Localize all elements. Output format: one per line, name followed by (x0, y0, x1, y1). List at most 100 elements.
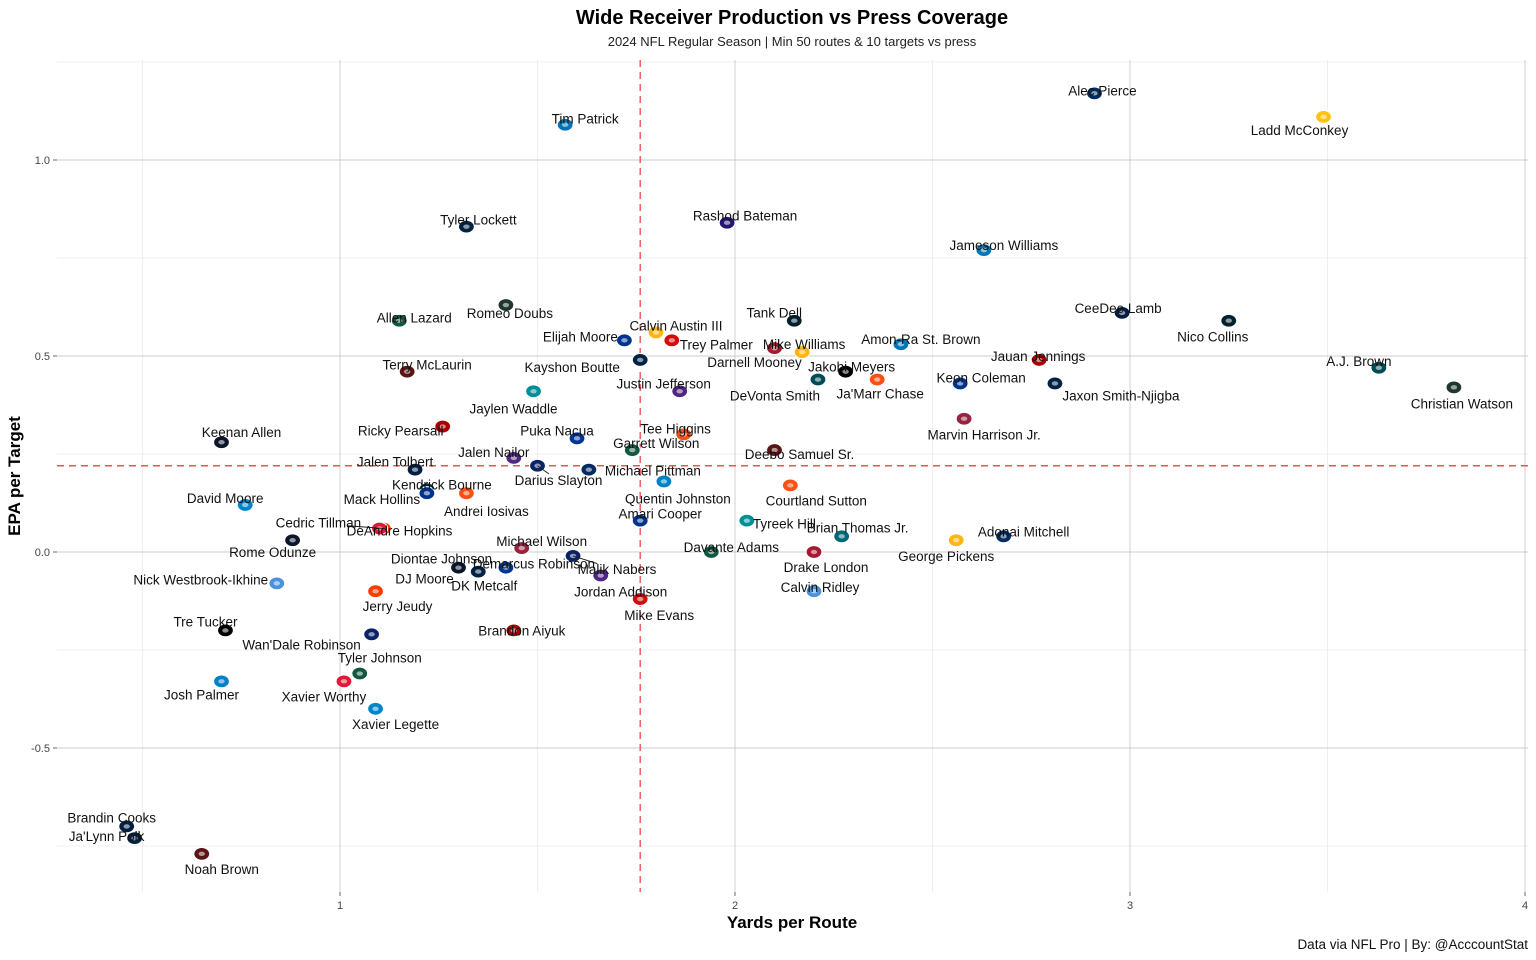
team-logo-detail (518, 545, 525, 551)
point-drake-london (805, 544, 823, 560)
point-marvin-harrison-jr (955, 411, 973, 426)
label-demarcus-robinson: Demarcus Robinson (473, 557, 595, 572)
label-adonai-mitchell: Adonai Mitchell (978, 524, 1070, 539)
point-elijah-moore (615, 333, 634, 348)
label-wan-dale-robinson: Wan'Dale Robinson (242, 637, 360, 652)
team-logo-detail (396, 318, 403, 323)
point-wan-dale-robinson (363, 627, 381, 642)
team-logo-detail (637, 518, 644, 523)
label-ladd-mcconkey: Ladd McConkey (1251, 123, 1349, 138)
label-jordan-addison: Jordan Addison (574, 585, 667, 600)
team-logo-detail (637, 596, 644, 602)
team-logo-detail (463, 224, 470, 229)
point-jaxon-smith-njigba (1046, 376, 1064, 391)
label-devonta-smith: DeVonta Smith (730, 389, 820, 404)
y-tick-label: 1.0 (35, 155, 50, 167)
team-logo-detail (1035, 357, 1043, 363)
label-tyreek-hill: Tyreek Hill (753, 517, 816, 532)
point-amon-ra-st-brown (892, 337, 910, 352)
team-logo-detail (411, 467, 419, 472)
label-a-j-brown: A.J. Brown (1326, 354, 1391, 369)
point-kayshon-boutte (631, 352, 649, 368)
chart-title: Wide Receiver Production vs Press Covera… (576, 7, 1008, 29)
label-rashod-bateman: Rashod Bateman (693, 209, 797, 224)
label-noah-brown: Noah Brown (185, 862, 259, 877)
label-tim-patrick: Tim Patrick (552, 112, 619, 127)
label-michael-pittman: Michael Pittman (605, 464, 701, 479)
team-logo-detail (218, 440, 225, 445)
team-logo-detail (475, 569, 482, 574)
label-tyler-lockett: Tyler Lockett (440, 213, 517, 228)
label-jerry-jeudy: Jerry Jeudy (363, 599, 433, 614)
label-brandon-aiyuk: Brandon Aiyuk (478, 623, 565, 638)
team-logo-detail (960, 416, 968, 421)
team-logo-detail (637, 357, 644, 363)
point-calvin-austin-iii (647, 325, 665, 340)
point-xavier-worthy (335, 674, 353, 689)
team-logo-detail (273, 581, 280, 586)
team-logo-detail (372, 706, 379, 711)
team-logo-detail (1118, 310, 1126, 316)
label-kayshon-boutte: Kayshon Boutte (525, 360, 620, 375)
point-brian-thomas-jr (833, 529, 851, 544)
point-jameson-williams (975, 243, 993, 258)
label-terry-mclaurin: Terry McLaurin (383, 358, 472, 373)
grid (57, 60, 1528, 892)
label-josh-palmer: Josh Palmer (164, 687, 240, 702)
label-calvin-austin-iii: Calvin Austin III (629, 318, 722, 333)
label-keenan-allen: Keenan Allen (202, 425, 282, 440)
team-logo-detail (585, 467, 593, 472)
label-diontae-johnson: Diontae Johnson (391, 552, 492, 567)
point-quentin-johnston (655, 474, 673, 489)
label-quentin-johnston: Quentin Johnston (625, 491, 731, 506)
point-nick-westbrook-ikhine (268, 576, 286, 591)
label-nick-westbrook-ikhine: Nick Westbrook-Ikhine (133, 572, 268, 587)
label-jalen-nailor: Jalen Nailor (458, 445, 530, 460)
point-demarcus-robinson (497, 560, 515, 575)
label-andrei-iosivas: Andrei Iosivas (444, 504, 529, 519)
label-leader-line (347, 525, 384, 529)
label-drake-london: Drake London (784, 560, 869, 575)
label-tyler-johnson: Tyler Johnson (338, 651, 422, 666)
point-jordan-addison (592, 568, 610, 583)
team-logo-detail (131, 835, 138, 841)
point-alec-pierce (1085, 86, 1104, 101)
team-logo-detail (771, 447, 778, 453)
axis-ticks: 1 2 3 4 1.0 0.5 0.0 -0.5 (31, 155, 1528, 912)
team-logo-detail (798, 349, 806, 355)
point-tyreek-hill (738, 513, 756, 528)
label-deandre-hopkins: DeAndre Hopkins (347, 523, 453, 538)
label-malik-nabers: Malik Nabers (578, 562, 657, 577)
label-jauan-jennings: Jauan Jennings (991, 349, 1086, 364)
point-brandon-aiyuk (505, 623, 523, 638)
team-logo-detail (838, 534, 845, 539)
label-xavier-legette: Xavier Legette (352, 717, 439, 732)
team-logo-detail (1375, 365, 1383, 370)
team-logo-detail (1225, 318, 1232, 323)
label-mack-hollins: Mack Hollins (344, 492, 421, 507)
point-amari-cooper (631, 513, 649, 528)
team-logo-detail (1320, 114, 1327, 120)
label-ceedee-lamb: CeeDee Lamb (1075, 301, 1162, 316)
team-logo-detail (368, 632, 375, 637)
point-jaylen-waddle (524, 384, 543, 399)
point-tee-higgins (675, 427, 693, 442)
point-josh-palmer (212, 674, 231, 689)
point-puka-nacua (568, 431, 586, 446)
label-mike-williams: Mike Williams (763, 337, 846, 352)
label-allen-lazard: Allen Lazard (377, 311, 452, 326)
label-ja-lynn-polk: Ja'Lynn Polk (69, 829, 145, 844)
x-axis-title: Yards per Route (727, 913, 857, 932)
point-adonai-mitchell (994, 529, 1013, 544)
label-jaxon-smith-njigba: Jaxon Smith-Njigba (1062, 388, 1180, 403)
team-logo-detail (502, 302, 510, 308)
label-romeo-doubs: Romeo Doubs (467, 306, 554, 321)
team-logo-detail (621, 338, 628, 343)
point-david-moore (236, 497, 254, 513)
point-labels-layer: Alec Pierce Ladd McConkey Tim Patrick Rasho… (67, 83, 1513, 876)
point-garrett-wilson (623, 442, 641, 458)
team-logo-detail (743, 518, 751, 523)
y-tick-label: 0.5 (35, 351, 50, 363)
point-tim-patrick (556, 117, 574, 132)
point-tyler-johnson (351, 666, 369, 681)
